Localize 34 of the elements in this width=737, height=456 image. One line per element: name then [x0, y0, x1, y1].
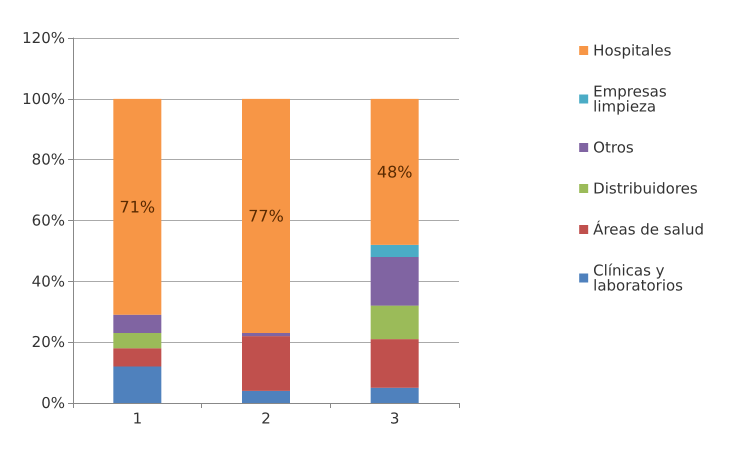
bar — [242, 390, 290, 403]
legend-label: Distribuidores — [593, 180, 698, 198]
bar — [370, 339, 419, 388]
y-tick-label: 20% — [32, 333, 65, 352]
legend-label: Hospitales — [593, 42, 672, 60]
y-tick-label: 80% — [32, 150, 65, 169]
x-tick-label: 2 — [261, 410, 271, 428]
legend-label: Clínicas y laboratorios — [593, 262, 684, 294]
legend-label: Otros — [593, 138, 634, 156]
bar — [242, 333, 290, 336]
y-tick-label: 120% — [22, 29, 65, 47]
y-tick-label: 60% — [32, 212, 65, 230]
bar — [370, 388, 419, 403]
data-label: 48% — [376, 162, 412, 182]
y-tick-label: 0% — [41, 394, 65, 412]
bar — [113, 366, 162, 403]
bar — [242, 336, 290, 391]
x-tick-label: 1 — [132, 410, 142, 428]
y-tick-label: 40% — [32, 272, 65, 290]
legend-label: Empresas limpieza — [593, 82, 672, 116]
bar — [113, 98, 162, 315]
bar — [370, 306, 419, 340]
bar — [242, 98, 290, 334]
legend-label: Áreas de salud — [593, 220, 704, 238]
bar — [370, 98, 419, 245]
y-tick-label: 100% — [22, 90, 65, 108]
x-tick-label: 3 — [390, 410, 400, 428]
bar — [370, 244, 419, 257]
bar — [113, 333, 162, 348]
bar — [370, 257, 419, 306]
data-label: 71% — [120, 197, 156, 216]
bar — [113, 348, 162, 366]
bar — [113, 314, 162, 334]
data-label: 77% — [248, 206, 284, 226]
